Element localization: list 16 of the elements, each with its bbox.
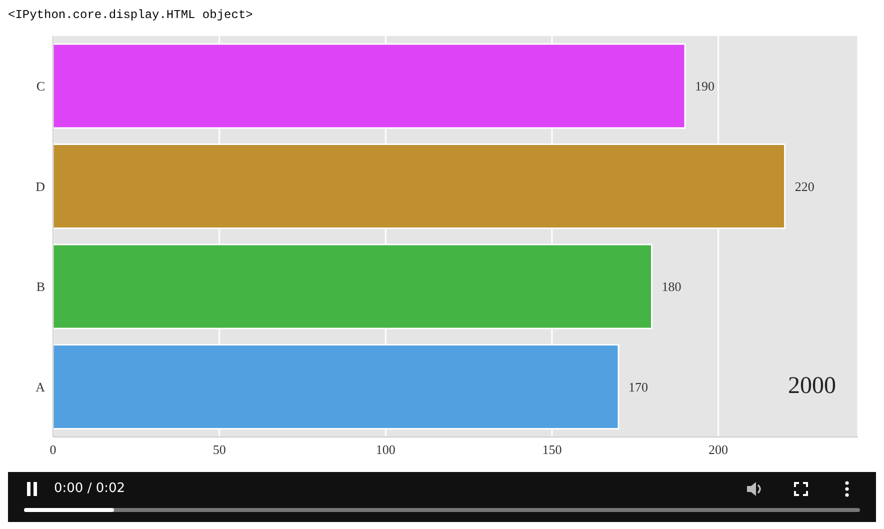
text: <IPython.core.display.HTML object> — [8, 8, 254, 24]
x-tick-label: 50 — [212, 442, 226, 458]
x-tick-label: 200 — [708, 442, 728, 458]
y-tick-label: C — [36, 78, 45, 94]
y-tick-label: A — [36, 379, 46, 394]
x-tick-label: 0 — [50, 442, 56, 458]
data-label: 170 — [628, 379, 648, 394]
x-tick-label: 150 — [542, 442, 562, 458]
y-tick-label: D — [36, 178, 45, 194]
data-label: 190 — [695, 78, 715, 94]
annotation: 2000 — [788, 373, 836, 400]
video-controls: 0:00 / 0:02 — [8, 472, 876, 522]
y-tick-label: B — [36, 279, 46, 294]
data-label: 180 — [662, 279, 682, 294]
x-tick-label: 100 — [376, 442, 396, 458]
data-label: 220 — [794, 178, 814, 194]
